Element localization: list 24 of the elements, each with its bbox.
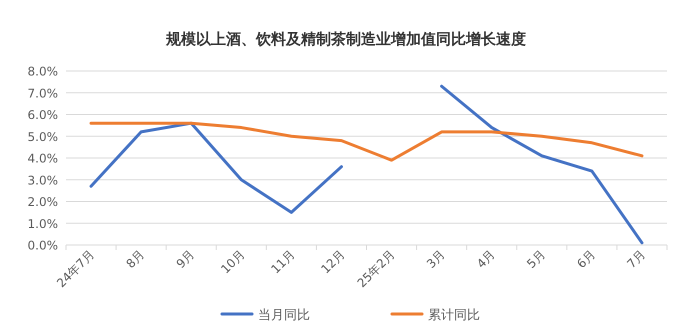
legend-label: 累计同比 (428, 308, 480, 323)
x-tick-label: 7月 (624, 247, 648, 272)
x-tick-label: 4月 (474, 247, 498, 272)
y-tick-label: 5.0% (28, 130, 58, 144)
x-tick-label: 25年2月 (354, 247, 398, 290)
x-tick-label: 3月 (424, 247, 448, 272)
x-tick-label: 6月 (574, 247, 598, 272)
y-tick-label: 8.0% (28, 64, 58, 78)
legend-label: 当月同比 (258, 308, 310, 323)
y-tick-label: 6.0% (28, 108, 58, 122)
x-tick-label: 12月 (318, 247, 348, 276)
x-tick-label: 10月 (218, 247, 248, 276)
x-tick-label: 5月 (524, 247, 548, 272)
y-tick-label: 7.0% (28, 86, 58, 100)
x-tick-label: 8月 (123, 247, 148, 272)
y-tick-label: 3.0% (28, 173, 58, 188)
x-tick-label: 11月 (268, 247, 298, 276)
y-tick-label: 2.0% (28, 195, 58, 209)
line-series (90, 122, 644, 162)
y-tick-label: 4.0% (28, 152, 58, 166)
y-tick-label: 0.0% (28, 238, 58, 252)
y-tick-label: 1.0% (28, 216, 58, 231)
x-tick-label: 9月 (174, 247, 198, 272)
chart-title: 规模以上酒、饮料及精制茶制造业增加值同比增长速度 (165, 30, 526, 48)
